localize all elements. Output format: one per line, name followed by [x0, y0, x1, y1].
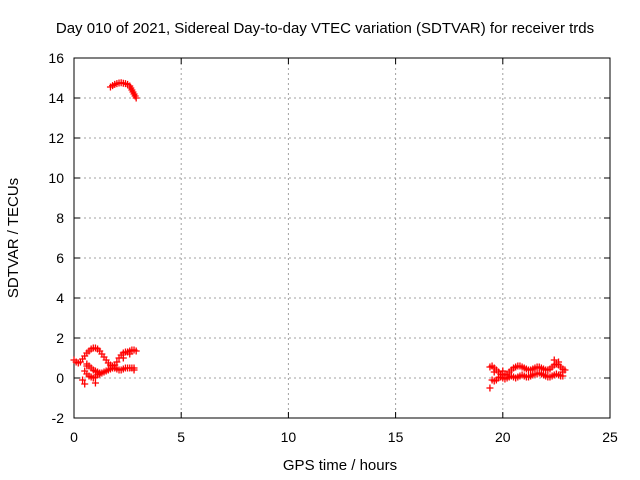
y-tick-label: -2: [52, 410, 65, 426]
data-point: [555, 358, 563, 366]
data-point: [91, 379, 99, 387]
x-tick-label: 20: [495, 429, 511, 445]
data-point: [486, 384, 494, 392]
y-tick-label: 6: [56, 250, 64, 266]
data-point: [132, 347, 140, 355]
x-tick-labels: 0 5 10 15 20 25: [70, 429, 618, 445]
data-point: [81, 380, 89, 388]
y-tick-label: 10: [48, 170, 64, 186]
axis-ticks: [73, 57, 611, 419]
data-point: [130, 366, 138, 374]
y-tick-label: 16: [48, 50, 64, 66]
y-axis-label: SDTVAR / TECUs: [5, 178, 22, 298]
x-tick-label: 15: [388, 429, 404, 445]
chart-title: Day 010 of 2021, Sidereal Day-to-day VTE…: [56, 20, 594, 37]
x-tick-label: 5: [177, 429, 185, 445]
y-tick-label: 12: [48, 130, 64, 146]
y-tick-labels: -2 0 2 4 6 8 10 12 14 16: [48, 50, 64, 426]
grid-lines: [74, 58, 610, 418]
data-point: [550, 356, 558, 364]
y-tick-label: 14: [48, 90, 64, 106]
x-tick-label: 0: [70, 429, 78, 445]
data-point: [119, 354, 127, 362]
data-point: [113, 358, 121, 366]
y-tick-label: 8: [56, 210, 64, 226]
data-point: [499, 367, 507, 375]
data-points: [70, 79, 569, 392]
data-point: [132, 94, 140, 102]
y-tick-label: 0: [56, 370, 64, 386]
x-axis-label: GPS time / hours: [283, 457, 397, 474]
plot-frame: [73, 57, 611, 419]
x-tick-label: 25: [602, 429, 618, 445]
data-point: [96, 369, 104, 377]
data-point: [126, 350, 134, 358]
y-tick-label: 2: [56, 330, 64, 346]
data-point: [559, 368, 567, 376]
x-tick-label: 10: [281, 429, 297, 445]
data-point: [79, 376, 87, 384]
data-point: [490, 368, 498, 376]
y-tick-label: 4: [56, 290, 64, 306]
data-point: [83, 362, 91, 370]
